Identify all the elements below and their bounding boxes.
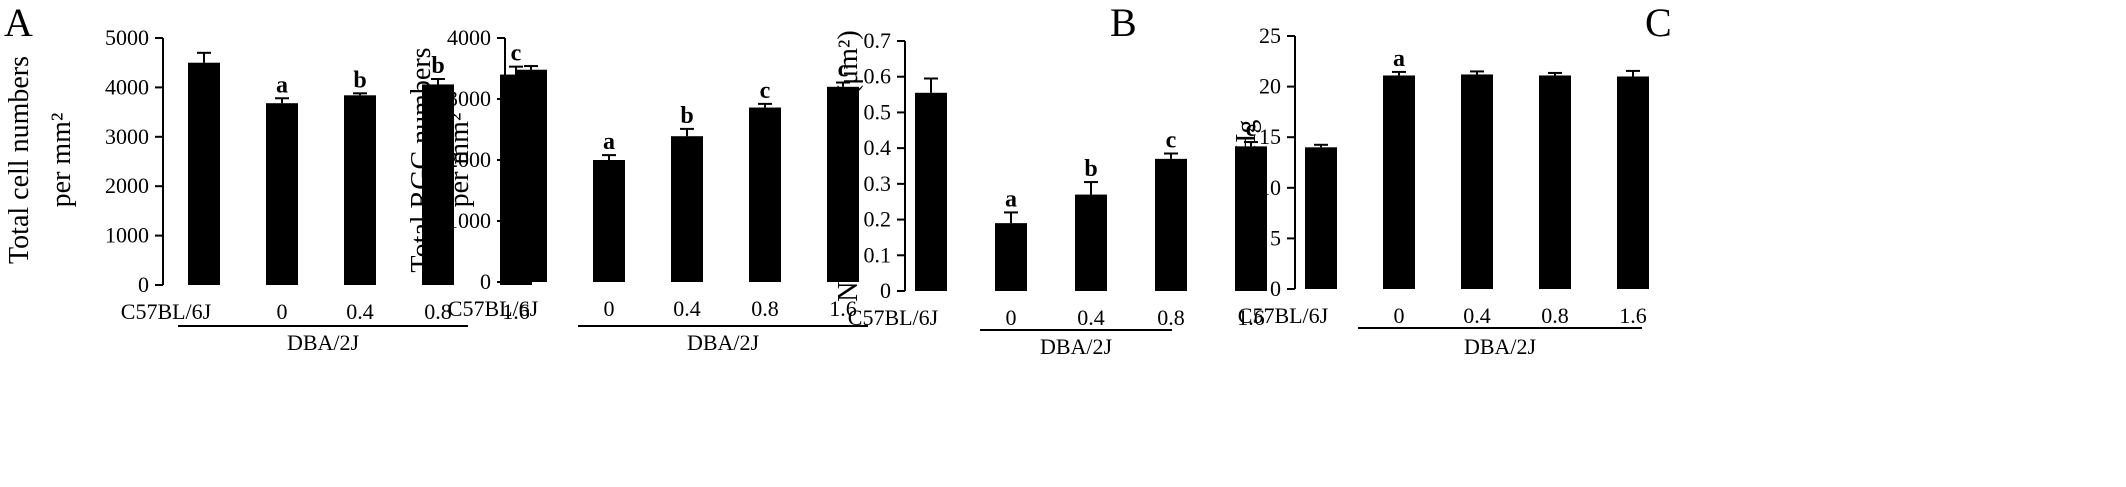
- y-tick-label: 25: [1259, 23, 1281, 48]
- significance-label: a: [603, 129, 615, 155]
- significance-label: b: [353, 67, 366, 93]
- bar: [1461, 74, 1493, 290]
- significance-label: c: [760, 78, 771, 104]
- bar: [1539, 75, 1571, 289]
- y-axis-title: per mm²: [444, 113, 475, 208]
- y-axis-title: per mm²: [46, 113, 77, 208]
- group-label: DBA/2J: [1464, 334, 1537, 359]
- bar: [749, 107, 781, 282]
- category-label: 1.6: [1237, 305, 1265, 330]
- significance-label: a: [1005, 186, 1017, 212]
- bar: [1235, 146, 1267, 291]
- category-label: 1.6: [502, 299, 530, 324]
- category-label: 0.4: [1463, 303, 1491, 328]
- y-tick-label: 4000: [105, 74, 149, 99]
- bar: [422, 84, 454, 285]
- bar: [188, 62, 220, 286]
- y-tick-label: 5: [1270, 225, 1281, 250]
- group-label: DBA/2J: [287, 330, 360, 355]
- significance-label: a: [1393, 46, 1405, 72]
- y-tick-label: 0.4: [864, 135, 892, 160]
- category-label: 0.8: [751, 296, 779, 321]
- y-tick-label: 0.7: [864, 28, 892, 53]
- category-label: 0.8: [1541, 303, 1569, 328]
- bar: [1155, 158, 1187, 291]
- y-tick-label: 0.2: [864, 207, 892, 232]
- group-label: DBA/2J: [687, 330, 760, 355]
- category-label: 0.4: [673, 296, 701, 321]
- bar: [266, 103, 298, 285]
- category-label: C57BL/6J: [448, 296, 539, 321]
- category-label: 0: [1006, 305, 1017, 330]
- y-tick-label: 0.6: [864, 64, 892, 89]
- bar: [671, 136, 703, 282]
- category-label: 0: [604, 296, 615, 321]
- bar: [344, 95, 376, 285]
- y-tick-label: 20: [1259, 74, 1281, 99]
- bar: [1075, 194, 1107, 291]
- category-label: C57BL/6J: [121, 299, 212, 324]
- significance-label: c: [838, 57, 849, 83]
- significance-label: c: [1166, 128, 1177, 154]
- panel-label-c: C: [1645, 0, 1672, 45]
- significance-label: a: [276, 72, 288, 98]
- category-label: C57BL/6J: [1238, 303, 1329, 328]
- bar: [995, 223, 1027, 291]
- significance-label: b: [1084, 156, 1097, 182]
- y-tick-label: 3000: [105, 124, 149, 149]
- y-axis-title: mm Hg: [1231, 120, 1262, 205]
- significance-label: b: [431, 53, 444, 79]
- bar: [915, 92, 947, 292]
- y-tick-label: 10: [1259, 175, 1281, 200]
- y-tick-label: 0.5: [864, 99, 892, 124]
- y-tick-label: 3000: [447, 86, 491, 111]
- panel-label-a: A: [4, 0, 33, 45]
- y-tick-label: 0: [138, 272, 149, 297]
- y-tick-label: 2000: [447, 147, 491, 172]
- category-label: 0.8: [424, 299, 452, 324]
- category-label: 0: [277, 299, 288, 324]
- category-label: 1.6: [1619, 303, 1647, 328]
- y-axis-title: Number of Axons (μm²): [833, 30, 864, 301]
- category-label: 0.4: [1077, 305, 1105, 330]
- y-tick-label: 15: [1259, 124, 1281, 149]
- category-label: C57BL/6J: [848, 305, 939, 330]
- y-tick-label: 5000: [105, 25, 149, 50]
- chart-total-rgc-numbers: 0 1000 2000 3000 4000 Total RGC numbers per mm…: [406, 25, 868, 355]
- category-label: 1.6: [829, 296, 857, 321]
- category-label: 0.4: [346, 299, 374, 324]
- significance-label: c: [1246, 116, 1257, 142]
- y-tick-label: 0: [880, 278, 891, 303]
- bar: [827, 86, 859, 282]
- y-axis-title: Total RGC numbers: [406, 47, 437, 272]
- y-tick-label: 0: [480, 269, 491, 294]
- panel-label-b: B: [1110, 0, 1137, 45]
- bar: [1383, 75, 1415, 289]
- y-tick-label: 4000: [447, 25, 491, 50]
- category-label: 0.8: [1157, 305, 1185, 330]
- significance-label: b: [680, 103, 693, 129]
- chart-mm-hg: 0 5 10 15 20 25 mm Hg C57BL/6J a 0 0.4 0.8 1.6 DBA/2J: [1231, 23, 1649, 359]
- category-label: 0: [1394, 303, 1405, 328]
- y-tick-label: 0.3: [864, 171, 892, 196]
- bar: [1617, 76, 1649, 289]
- y-tick-label: 0.1: [864, 242, 892, 267]
- significance-label: c: [511, 41, 522, 67]
- group-label: DBA/2J: [1040, 334, 1113, 359]
- bar: [515, 69, 547, 282]
- y-tick-label: 1000: [105, 223, 149, 248]
- y-tick-label: 0: [1270, 276, 1281, 301]
- chart-total-cell-numbers: 0 1000 2000 3000 4000 5000 Total cell numbers p…: [4, 25, 532, 355]
- bar: [1305, 147, 1337, 289]
- y-tick-label: 1000: [447, 208, 491, 233]
- bar: [593, 160, 625, 282]
- y-tick-label: 2000: [105, 173, 149, 198]
- y-axis-title: Total cell numbers: [4, 56, 35, 264]
